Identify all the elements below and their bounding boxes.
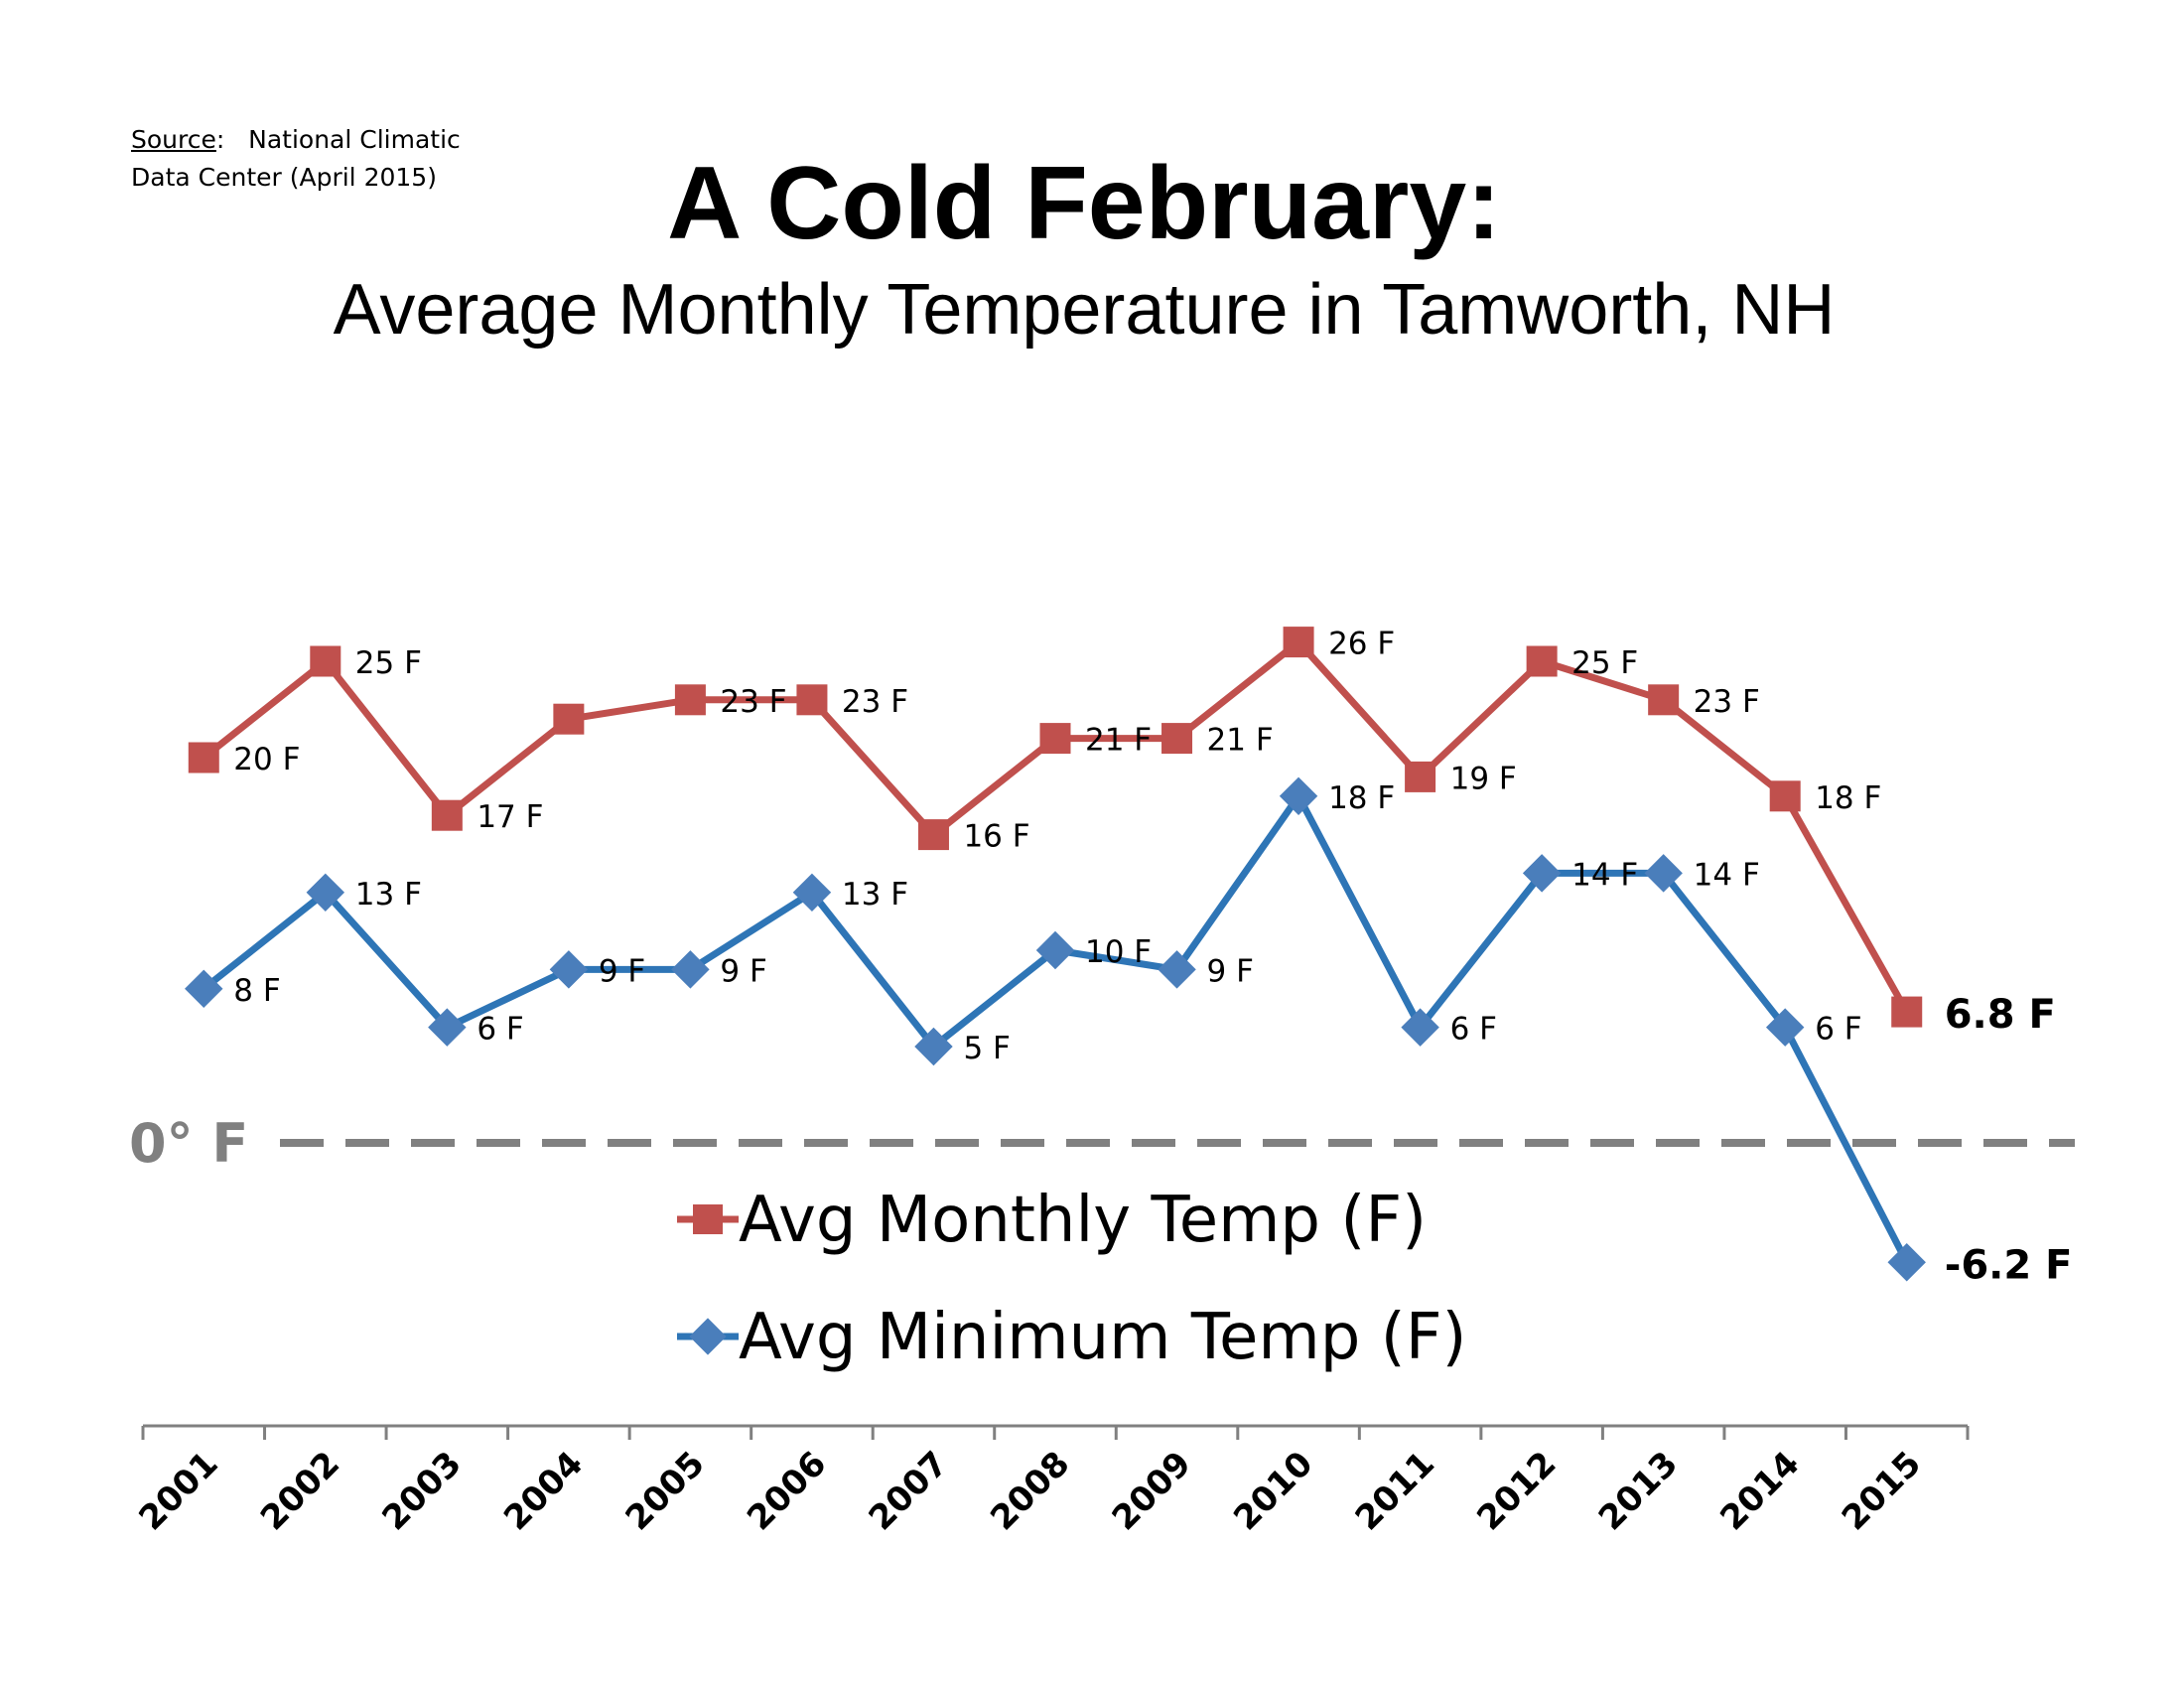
series-0-data-label-2006: 23 F (842, 684, 908, 720)
series-1-point-2006 (792, 873, 832, 913)
x-tick-label-2008: 2008 (983, 1444, 1077, 1538)
series-1-data-label-2015: -6.2 F (1945, 1242, 2073, 1288)
series-0-point-2008 (1039, 723, 1071, 755)
source-line1: National Climatic (248, 125, 461, 154)
series-0-data-label-2008: 21 F (1085, 723, 1152, 759)
series-0-data-label-2013: 23 F (1694, 684, 1760, 720)
series-1-data-label-2008: 10 F (1085, 934, 1152, 970)
series-0-point-2001 (188, 742, 219, 774)
series-1-data-label-2006: 13 F (842, 877, 908, 913)
series-0-data-label-2007: 16 F (963, 819, 1029, 855)
series-0-point-2009 (1161, 723, 1193, 755)
x-tick-label-2001: 2001 (131, 1444, 225, 1538)
x-tick-label-2012: 2012 (1469, 1444, 1564, 1538)
x-tick-label-2010: 2010 (1226, 1444, 1320, 1538)
x-tick-label-2013: 2013 (1591, 1444, 1686, 1538)
series-1-point-2007 (914, 1027, 953, 1066)
chart-subtitle: Average Monthly Temperature in Tamworth,… (333, 270, 1836, 350)
series-0-point-2011 (1405, 761, 1436, 792)
series-0-data-label-2002: 25 F (355, 645, 422, 681)
series-1-point-2003 (428, 1008, 467, 1047)
x-tick-label-2011: 2011 (1348, 1444, 1442, 1538)
series-1-data-label-2013: 14 F (1694, 857, 1760, 893)
series-1-data-label-2004: 9 F (599, 953, 645, 989)
series-1-point-2011 (1401, 1008, 1439, 1047)
series-1-point-2014 (1765, 1008, 1805, 1047)
series-1-data-label-2001: 8 F (233, 973, 280, 1009)
series-0-data-label-2014: 18 F (1815, 780, 1881, 816)
legend-marker-0 (693, 1204, 723, 1234)
series-0-data-label-2015: 6.8 F (1945, 992, 2056, 1038)
series-1-data-label-2003: 6 F (477, 1012, 523, 1048)
source-note: Source: National Climatic Data Center (A… (131, 121, 461, 197)
series-1-point-2008 (1035, 930, 1075, 970)
series-1-point-2002 (306, 873, 345, 913)
x-tick-label-2006: 2006 (740, 1444, 834, 1538)
series-1-data-label-2011: 6 F (1450, 1012, 1497, 1048)
series-0-data-label-2001: 20 F (233, 742, 300, 777)
series-1-point-2010 (1279, 776, 1318, 816)
x-tick-label-2002: 2002 (253, 1444, 347, 1538)
series-1-point-2001 (185, 969, 223, 1009)
series-1-data-label-2007: 5 F (963, 1031, 1010, 1066)
source-label: Source (131, 125, 216, 154)
series-0-point-2006 (796, 684, 828, 716)
legend-marker-1 (689, 1318, 727, 1355)
series-0-point-2004 (553, 703, 585, 735)
x-tick-label-2009: 2009 (1105, 1444, 1199, 1538)
series-0-data-label-2005: 23 F (720, 684, 786, 720)
legend-label-1: Avg Minimum Temp (F) (739, 1301, 1466, 1374)
series-0-point-2005 (674, 684, 706, 716)
source-line2: Data Center (April 2015) (131, 163, 437, 192)
series-0-point-2012 (1526, 645, 1558, 677)
series-0-point-2007 (917, 819, 949, 851)
series-1-data-label-2009: 9 F (1207, 953, 1254, 989)
series-0-point-2002 (310, 645, 341, 677)
series-0-point-2014 (1769, 780, 1801, 812)
x-tick-label-2014: 2014 (1712, 1444, 1807, 1538)
zero-reference-label: 0° F (129, 1112, 248, 1175)
x-tick-label-2005: 2005 (618, 1444, 713, 1538)
legend-label-0: Avg Monthly Temp (F) (739, 1184, 1427, 1257)
series-0-point-2010 (1283, 627, 1314, 658)
series-1-point-2004 (549, 950, 589, 989)
series-0-data-label-2010: 26 F (1328, 627, 1395, 662)
x-tick-label-2003: 2003 (374, 1444, 469, 1538)
series-0-data-label-2012: 25 F (1571, 645, 1638, 681)
series-1-point-2015 (1887, 1243, 1926, 1282)
series-0-point-2015 (1891, 996, 1923, 1028)
series-0-data-label-2011: 19 F (1450, 761, 1517, 796)
series-1-data-label-2010: 18 F (1328, 780, 1395, 816)
series-1-data-label-2002: 13 F (355, 877, 422, 913)
series-1-point-2005 (671, 950, 710, 989)
series-0-point-2003 (431, 799, 463, 831)
series-1-data-label-2005: 9 F (720, 953, 766, 989)
series-0-data-label-2003: 17 F (477, 799, 543, 835)
series-1-point-2012 (1522, 854, 1562, 893)
chart-title: A Cold February: (667, 146, 1501, 261)
x-tick-label-2015: 2015 (1835, 1444, 1929, 1538)
x-tick-label-2007: 2007 (862, 1444, 956, 1538)
series-1-data-label-2012: 14 F (1571, 857, 1638, 893)
series-1-point-2009 (1158, 950, 1196, 989)
series-0-data-label-2009: 21 F (1207, 723, 1274, 759)
series-1-data-label-2014: 6 F (1815, 1012, 1861, 1048)
series-1-point-2013 (1644, 854, 1683, 893)
x-tick-label-2004: 2004 (496, 1444, 591, 1538)
series-0-point-2013 (1648, 684, 1680, 716)
